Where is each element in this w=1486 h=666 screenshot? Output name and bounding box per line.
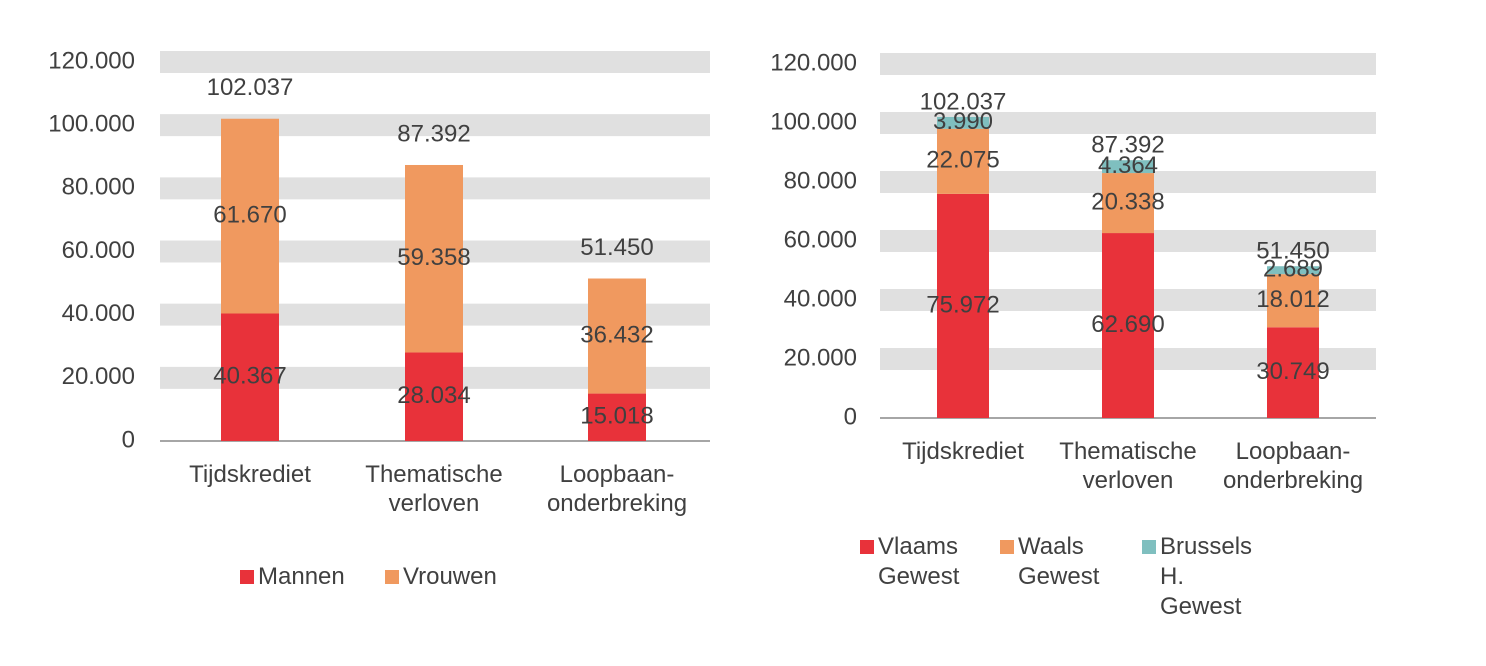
bar-segment xyxy=(937,128,989,194)
x-tick-label: Tijdskrediet xyxy=(189,461,311,488)
legend-swatch xyxy=(1000,540,1014,554)
value-label: 20.338 xyxy=(1091,188,1164,215)
y-tick-label: 80.000 xyxy=(784,167,857,194)
legend-swatch xyxy=(385,570,399,584)
bar-segment xyxy=(1102,233,1154,418)
legend-item: Vlaams Gewest xyxy=(860,532,990,592)
bar-segment xyxy=(1102,160,1154,174)
total-label: 102.037 xyxy=(920,88,1007,115)
value-label: 36.432 xyxy=(580,321,653,348)
total-label: 87.392 xyxy=(1091,132,1164,159)
legend-label: Waals Gewest xyxy=(1018,533,1100,590)
bar-segment xyxy=(1267,266,1319,275)
y-tick-label: 20.000 xyxy=(784,344,857,371)
value-label: 75.972 xyxy=(926,291,999,318)
y-tick-label: 40.000 xyxy=(784,285,857,312)
y-tick-label: 60.000 xyxy=(784,226,857,253)
y-tick-label: 120.000 xyxy=(48,47,135,74)
legend-item: Vrouwen xyxy=(385,562,525,592)
y-tick-label: 40.000 xyxy=(62,300,135,327)
bar-segment xyxy=(221,118,279,314)
bar-segment xyxy=(588,393,646,441)
legend-swatch xyxy=(240,570,254,584)
legend-swatch xyxy=(860,540,874,554)
total-label: 87.392 xyxy=(397,120,470,147)
bar-segment xyxy=(937,193,989,418)
bar-segment xyxy=(1102,173,1154,234)
y-tick-label: 0 xyxy=(844,403,857,430)
y-tick-label: 80.000 xyxy=(62,174,135,201)
legend-label: Vrouwen xyxy=(403,563,497,590)
legend-label: Vlaams Gewest xyxy=(878,533,960,590)
x-tick-label: Thematische verloven xyxy=(1059,438,1197,494)
value-label: 4.364 xyxy=(1098,152,1158,179)
x-tick-label: Thematische verloven xyxy=(365,461,503,517)
value-label: 61.670 xyxy=(213,201,286,228)
value-label: 30.749 xyxy=(1256,358,1329,385)
legend-swatch xyxy=(1142,540,1156,554)
value-label: 59.358 xyxy=(397,244,470,271)
bar-segment xyxy=(405,164,463,353)
value-label: 2.689 xyxy=(1263,256,1323,283)
value-label: 18.012 xyxy=(1256,286,1329,313)
legend-item: Brussels H. Gewest xyxy=(1142,532,1272,622)
value-label: 40.367 xyxy=(213,363,286,390)
y-tick-label: 0 xyxy=(122,426,135,453)
bar-segment xyxy=(937,116,989,129)
x-tick-label: Loopbaan-onderbreking xyxy=(546,461,688,517)
bar-segment xyxy=(221,313,279,441)
total-label: 51.450 xyxy=(1256,238,1329,265)
total-label: 102.037 xyxy=(207,74,294,101)
y-tick-label: 60.000 xyxy=(62,237,135,264)
legend-label: Brussels H. Gewest xyxy=(1160,533,1253,620)
y-tick-label: 100.000 xyxy=(770,108,857,135)
y-tick-label: 20.000 xyxy=(62,363,135,390)
legend-item: Mannen xyxy=(240,562,380,592)
value-label: 15.018 xyxy=(580,403,653,430)
x-tick-label: Loopbaan-onderbreking xyxy=(1222,438,1364,494)
bar-segment xyxy=(588,278,646,394)
bar-segment xyxy=(1267,274,1319,328)
value-label: 28.034 xyxy=(397,382,470,409)
value-label: 22.075 xyxy=(926,147,999,174)
total-label: 51.450 xyxy=(580,234,653,261)
value-label: 3.990 xyxy=(933,108,993,135)
bar-segment xyxy=(1267,327,1319,418)
legend-label: Mannen xyxy=(258,563,345,590)
legend-item: Waals Gewest xyxy=(1000,532,1130,592)
value-label: 62.690 xyxy=(1091,311,1164,338)
x-tick-label: Tijdskrediet xyxy=(902,438,1024,465)
y-tick-label: 100.000 xyxy=(48,111,135,138)
bar-segment xyxy=(405,352,463,441)
y-tick-label: 120.000 xyxy=(770,49,857,76)
